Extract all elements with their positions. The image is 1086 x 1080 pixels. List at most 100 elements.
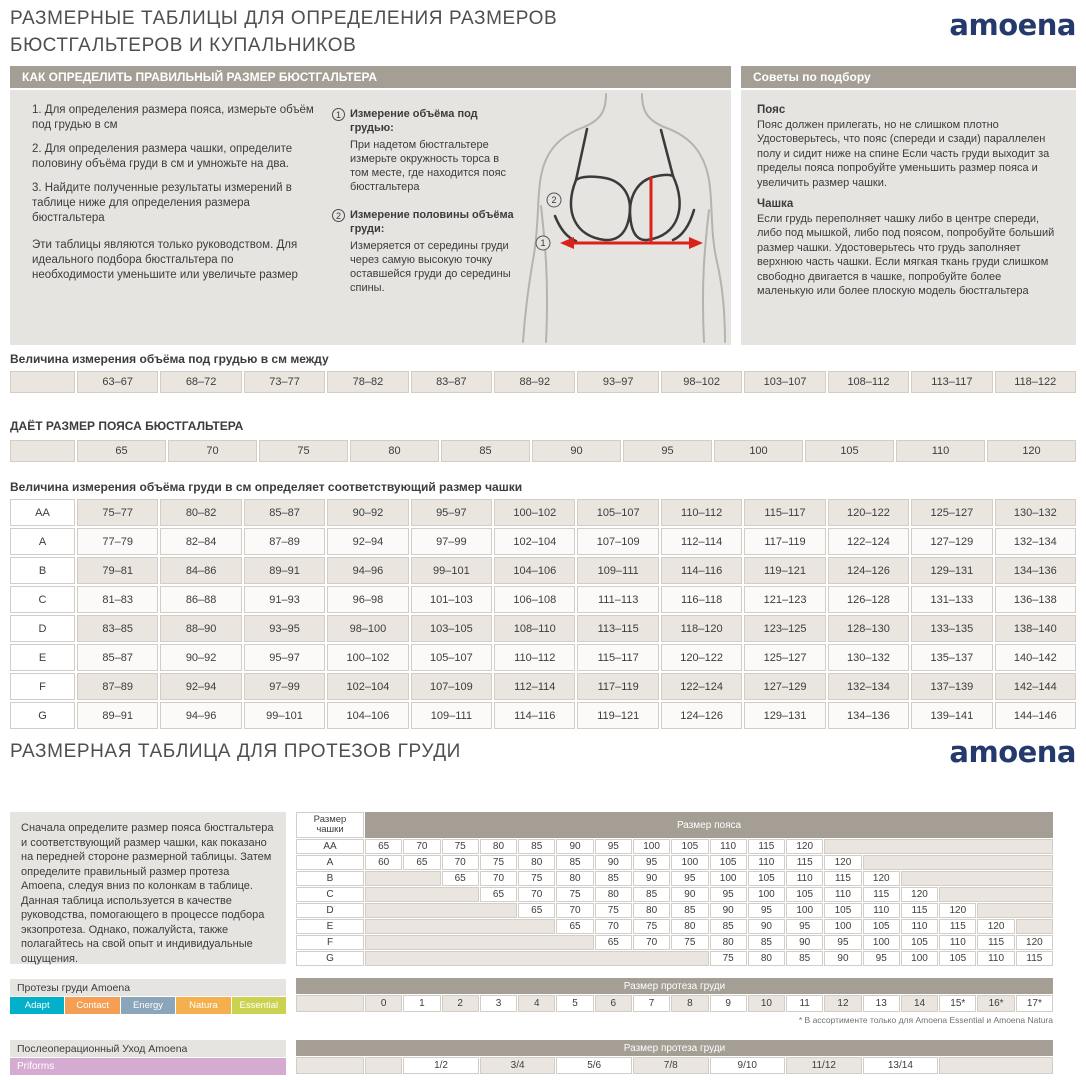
prosthesis-size-cell: 5 [556, 995, 594, 1012]
cup-range-cell: 140–142 [994, 644, 1076, 671]
band-size-cell: 115 [900, 903, 939, 918]
band-size-cell: 120 [900, 887, 939, 902]
band-size-cell: 70 [479, 871, 518, 886]
cup-range-cell: 121–123 [744, 586, 826, 613]
band-size-cell: 110 [709, 839, 747, 854]
band-size-cell: 120 [862, 871, 900, 886]
band-size-cell: 70 [403, 839, 441, 854]
cup-range-cell: 113–115 [577, 615, 659, 642]
band-size-cell: 75 [441, 839, 479, 854]
cup-range-cell: 114–116 [494, 702, 576, 729]
underbust-range-cell: 63–67 [77, 371, 159, 393]
measurement-1-title: Измерение объёма под грудью: [350, 108, 478, 134]
prosthesis-size-cell: 3 [479, 995, 518, 1012]
band-size-cell: 90 [532, 440, 621, 462]
cup-label-cell: E [10, 644, 75, 671]
cup-range-cell: 119–121 [744, 557, 826, 584]
cup-range-cell: 104–106 [494, 557, 576, 584]
underbust-range-cell: 108–112 [827, 371, 910, 393]
cup-range-cell: 95–97 [410, 499, 493, 526]
cup-range-cell: 100–102 [327, 644, 409, 671]
underbust-table: 63–67 68–72 73–77 78–82 83–87 88–92 93–97 98–10… [10, 371, 1076, 393]
cup-range-cell: 105–107 [410, 644, 493, 671]
product-chip-adapt: Adapt [10, 997, 65, 1014]
cup-range-cell: 91–93 [243, 586, 326, 613]
band-size-cell: 80 [671, 919, 709, 934]
product-chip-natura: Natura [176, 997, 231, 1014]
cup-range-cell: 136–138 [994, 586, 1076, 613]
cup-range-cell: 92–94 [327, 528, 409, 555]
spacer-cell [296, 995, 364, 1012]
cup-label-cell: B [296, 871, 364, 886]
figure-marker-1: 1 [535, 235, 551, 251]
underbust-range-cell: 73–77 [243, 371, 326, 393]
band-size-cell: 95 [623, 440, 712, 462]
underbust-heading: Величина измерения объёма под грудью в с… [10, 352, 329, 366]
cup-range-cell: 139–141 [911, 702, 993, 729]
cup-range-cell: 132–134 [994, 528, 1076, 555]
howto-panel: 1. Для определения размера пояса, измерь… [10, 90, 731, 345]
priforms-size-header: Размер протеза груди [296, 1040, 1053, 1056]
cup-range-cell: 116–118 [660, 586, 743, 613]
cup-range-cell: 95–97 [243, 644, 326, 671]
cup-range-cell: 77–79 [77, 528, 159, 555]
band-size-cell: 75 [632, 919, 671, 934]
prosthesis-size-cell: 10 [747, 995, 786, 1012]
band-size-cell: 110 [786, 871, 824, 886]
cup-range-cell: 125–127 [911, 499, 993, 526]
page-title-line1: РАЗМЕРНЫЕ ТАБЛИЦЫ ДЛЯ ОПРЕДЕЛЕНИЯ РАЗМЕР… [10, 8, 558, 29]
band-size-cell: 95 [786, 919, 824, 934]
spacer-cell [10, 440, 75, 462]
band-size-cell: 75 [594, 903, 632, 918]
amoena-logo: amoena [949, 8, 1076, 42]
empty-cells [365, 935, 594, 950]
band-size-cell: 105 [900, 935, 939, 950]
band-size-cell: 100 [709, 871, 747, 886]
priforms-size-cell: 3/4 [479, 1057, 556, 1074]
cup-label-cell: D [10, 615, 75, 642]
band-size-cell: 70 [556, 903, 594, 918]
cup-range-cell: 122–124 [660, 673, 743, 700]
cup-range-cell: 87–89 [243, 528, 326, 555]
band-size-cell: 85 [632, 887, 671, 902]
tip-band-text: Пояс должен прилегать, но не слишком пло… [757, 118, 1050, 189]
band-size-cell: 85 [594, 871, 632, 886]
cup-range-cell: 80–82 [160, 499, 242, 526]
band-size-cell: 70 [441, 855, 479, 870]
prosthesis-size-cell: 16* [977, 995, 1015, 1012]
band-size-cell: 105 [709, 855, 747, 870]
tip-cup-title: Чашка [757, 198, 794, 210]
cup-range-cell: 92–94 [160, 673, 242, 700]
circled-number-1-icon: 1 [332, 108, 345, 121]
tips-panel: Пояс Пояс должен прилегать, но не слишко… [741, 90, 1076, 345]
svg-text:1: 1 [540, 238, 545, 248]
band-size-cell: 100 [747, 887, 786, 902]
prosthesis-size-cell: 14 [900, 995, 939, 1012]
empty-cells [939, 1057, 1053, 1074]
spacer-cell [10, 371, 75, 393]
band-size-cell: 120 [824, 855, 862, 870]
band-size-cell: 65 [594, 935, 632, 950]
cup-range-cell: 88–90 [160, 615, 242, 642]
cup-label-cell: C [296, 887, 364, 902]
cup-range-cell: 127–129 [911, 528, 993, 555]
cup-range-cell: 125–127 [744, 644, 826, 671]
cup-range-cell: 81–83 [77, 586, 159, 613]
band-size-cell: 70 [518, 887, 556, 902]
cup-range-cell: 126–128 [827, 586, 910, 613]
figure-marker-2: 2 [546, 192, 562, 208]
band-size-cell: 120 [939, 903, 977, 918]
cup-range-cell: 115–117 [744, 499, 826, 526]
cup-range-cell: 89–91 [243, 557, 326, 584]
products-label: Протезы груди Amoena [10, 979, 286, 996]
cup-range-cell: 132–134 [827, 673, 910, 700]
measure-arrows [560, 177, 703, 249]
underbust-range-cell: 103–107 [744, 371, 826, 393]
cup-label-cell: G [10, 702, 75, 729]
band-size-cell: 115 [747, 839, 786, 854]
band-size-cell: 105 [747, 871, 786, 886]
band-size-cell: 90 [747, 919, 786, 934]
band-size-cell: 90 [786, 935, 824, 950]
band-size-cell: 120 [1015, 935, 1053, 950]
band-size-cell: 85 [786, 951, 824, 966]
